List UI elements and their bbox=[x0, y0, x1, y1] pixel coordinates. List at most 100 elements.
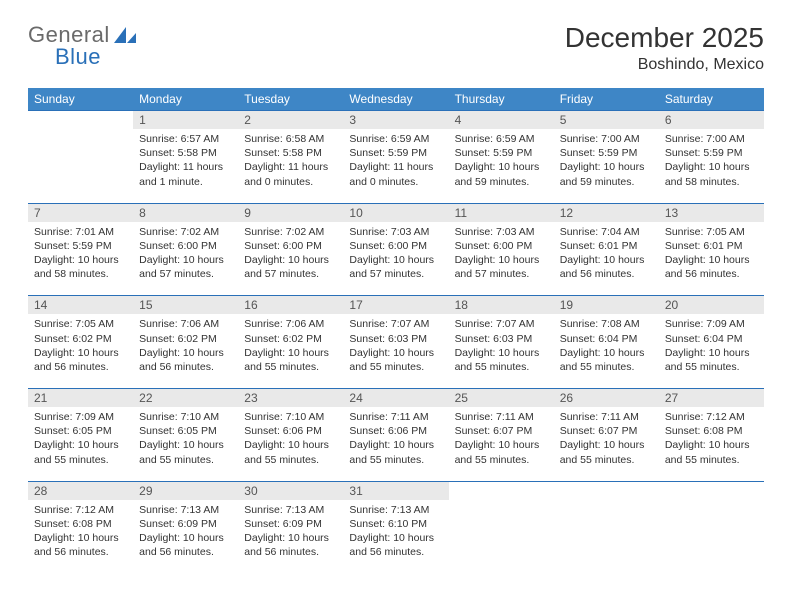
day-cell: 6Sunrise: 7:00 AMSunset: 5:59 PMDaylight… bbox=[659, 110, 764, 197]
sunset-text: Sunset: 6:04 PM bbox=[560, 332, 653, 346]
daylight-text: Daylight: 10 hours and 59 minutes. bbox=[560, 160, 653, 188]
sunrise-text: Sunrise: 7:13 AM bbox=[349, 503, 442, 517]
title-block: December 2025 Boshindo, Mexico bbox=[565, 22, 764, 74]
sunset-text: Sunset: 6:05 PM bbox=[139, 424, 232, 438]
day-body bbox=[659, 500, 764, 558]
day-body: Sunrise: 7:10 AMSunset: 6:05 PMDaylight:… bbox=[133, 407, 238, 475]
daylight-text: Daylight: 10 hours and 57 minutes. bbox=[349, 253, 442, 281]
day-number: 30 bbox=[238, 482, 343, 500]
day-cell bbox=[449, 481, 554, 568]
day-body: Sunrise: 7:02 AMSunset: 6:00 PMDaylight:… bbox=[133, 222, 238, 290]
day-cell: 31Sunrise: 7:13 AMSunset: 6:10 PMDayligh… bbox=[343, 481, 448, 568]
day-number: 23 bbox=[238, 389, 343, 407]
day-cell: 21Sunrise: 7:09 AMSunset: 6:05 PMDayligh… bbox=[28, 388, 133, 475]
day-number: 27 bbox=[659, 389, 764, 407]
sunrise-text: Sunrise: 7:04 AM bbox=[560, 225, 653, 239]
daylight-text: Daylight: 10 hours and 59 minutes. bbox=[455, 160, 548, 188]
sunset-text: Sunset: 6:03 PM bbox=[455, 332, 548, 346]
day-number: 3 bbox=[343, 111, 448, 129]
sunset-text: Sunset: 6:01 PM bbox=[665, 239, 758, 253]
sunrise-text: Sunrise: 7:10 AM bbox=[244, 410, 337, 424]
day-cell: 1Sunrise: 6:57 AMSunset: 5:58 PMDaylight… bbox=[133, 110, 238, 197]
day-cell: 5Sunrise: 7:00 AMSunset: 5:59 PMDaylight… bbox=[554, 110, 659, 197]
day-cell: 12Sunrise: 7:04 AMSunset: 6:01 PMDayligh… bbox=[554, 203, 659, 290]
sunset-text: Sunset: 6:06 PM bbox=[349, 424, 442, 438]
sunset-text: Sunset: 6:03 PM bbox=[349, 332, 442, 346]
daylight-text: Daylight: 10 hours and 55 minutes. bbox=[560, 438, 653, 466]
day-number: 18 bbox=[449, 296, 554, 314]
sunset-text: Sunset: 5:59 PM bbox=[560, 146, 653, 160]
sunset-text: Sunset: 6:01 PM bbox=[560, 239, 653, 253]
day-body: Sunrise: 7:03 AMSunset: 6:00 PMDaylight:… bbox=[449, 222, 554, 290]
day-cell: 28Sunrise: 7:12 AMSunset: 6:08 PMDayligh… bbox=[28, 481, 133, 568]
day-number: 4 bbox=[449, 111, 554, 129]
sunset-text: Sunset: 6:05 PM bbox=[34, 424, 127, 438]
daylight-text: Daylight: 10 hours and 57 minutes. bbox=[139, 253, 232, 281]
day-cell: 11Sunrise: 7:03 AMSunset: 6:00 PMDayligh… bbox=[449, 203, 554, 290]
day-cell: 15 Sunrise: 7:06 AMSunset: 6:02 PMDayligh… bbox=[133, 295, 238, 382]
day-body: Sunrise: 7:05 AMSunset: 6:01 PMDaylight:… bbox=[659, 222, 764, 290]
day-cell: 30Sunrise: 7:13 AMSunset: 6:09 PMDayligh… bbox=[238, 481, 343, 568]
day-cell: 20Sunrise: 7:09 AMSunset: 6:04 PMDayligh… bbox=[659, 295, 764, 382]
sunrise-text: Sunrise: 7:03 AM bbox=[349, 225, 442, 239]
daylight-text: Daylight: 10 hours and 57 minutes. bbox=[244, 253, 337, 281]
day-number: 11 bbox=[449, 204, 554, 222]
sunrise-text: Sunrise: 7:09 AM bbox=[665, 317, 758, 331]
day-number: 22 bbox=[133, 389, 238, 407]
day-cell: 17Sunrise: 7:07 AMSunset: 6:03 PMDayligh… bbox=[343, 295, 448, 382]
day-cell: 7Sunrise: 7:01 AMSunset: 5:59 PMDaylight… bbox=[28, 203, 133, 290]
sunset-text: Sunset: 6:00 PM bbox=[455, 239, 548, 253]
dow-wed: Wednesday bbox=[343, 88, 448, 110]
day-body: Sunrise: 7:07 AMSunset: 6:03 PMDaylight:… bbox=[449, 314, 554, 382]
day-number: 29 bbox=[133, 482, 238, 500]
day-number: 31 bbox=[343, 482, 448, 500]
sunset-text: Sunset: 6:02 PM bbox=[139, 332, 232, 346]
day-cell: 10Sunrise: 7:03 AMSunset: 6:00 PMDayligh… bbox=[343, 203, 448, 290]
sunrise-text: Sunrise: 7:05 AM bbox=[665, 225, 758, 239]
sunrise-text: Sunrise: 7:10 AM bbox=[139, 410, 232, 424]
day-body: Sunrise: 7:13 AMSunset: 6:09 PMDaylight:… bbox=[238, 500, 343, 568]
daylight-text: Daylight: 10 hours and 55 minutes. bbox=[34, 438, 127, 466]
day-cell: 9Sunrise: 7:02 AMSunset: 6:00 PMDaylight… bbox=[238, 203, 343, 290]
sunrise-text: Sunrise: 7:00 AM bbox=[665, 132, 758, 146]
day-cell: 4Sunrise: 6:59 AMSunset: 5:59 PMDaylight… bbox=[449, 110, 554, 197]
daylight-text: Daylight: 10 hours and 55 minutes. bbox=[244, 346, 337, 374]
daylight-text: Daylight: 10 hours and 58 minutes. bbox=[665, 160, 758, 188]
sunset-text: Sunset: 6:02 PM bbox=[244, 332, 337, 346]
dow-thu: Thursday bbox=[449, 88, 554, 110]
day-body: Sunrise: 7:00 AMSunset: 5:59 PMDaylight:… bbox=[659, 129, 764, 197]
daylight-text: Daylight: 10 hours and 56 minutes. bbox=[139, 531, 232, 559]
sunset-text: Sunset: 5:58 PM bbox=[244, 146, 337, 160]
day-cell: 22Sunrise: 7:10 AMSunset: 6:05 PMDayligh… bbox=[133, 388, 238, 475]
day-body: Sunrise: 7:13 AMSunset: 6:09 PMDaylight:… bbox=[133, 500, 238, 568]
day-cell: 14Sunrise: 7:05 AMSunset: 6:02 PMDayligh… bbox=[28, 295, 133, 382]
day-cell: 26Sunrise: 7:11 AMSunset: 6:07 PMDayligh… bbox=[554, 388, 659, 475]
day-cell bbox=[554, 481, 659, 568]
day-number: 10 bbox=[343, 204, 448, 222]
sunset-text: Sunset: 5:59 PM bbox=[455, 146, 548, 160]
day-cell: 23Sunrise: 7:10 AMSunset: 6:06 PMDayligh… bbox=[238, 388, 343, 475]
day-number: 6 bbox=[659, 111, 764, 129]
sunrise-text: Sunrise: 7:12 AM bbox=[665, 410, 758, 424]
daylight-text: Daylight: 10 hours and 56 minutes. bbox=[139, 346, 232, 374]
calendar-body: 1Sunrise: 6:57 AMSunset: 5:58 PMDaylight… bbox=[28, 110, 764, 567]
sunrise-text: Sunrise: 7:06 AM bbox=[139, 317, 232, 331]
daylight-text: Daylight: 10 hours and 55 minutes. bbox=[455, 438, 548, 466]
day-body: Sunrise: 7:01 AMSunset: 5:59 PMDaylight:… bbox=[28, 222, 133, 290]
day-cell: 29Sunrise: 7:13 AMSunset: 6:09 PMDayligh… bbox=[133, 481, 238, 568]
daylight-text: Daylight: 10 hours and 55 minutes. bbox=[349, 346, 442, 374]
daylight-text: Daylight: 10 hours and 55 minutes. bbox=[139, 438, 232, 466]
day-body: Sunrise: 7:13 AMSunset: 6:10 PMDaylight:… bbox=[343, 500, 448, 568]
day-body: Sunrise: 7:08 AMSunset: 6:04 PMDaylight:… bbox=[554, 314, 659, 382]
dow-tue: Tuesday bbox=[238, 88, 343, 110]
day-cell: 25Sunrise: 7:11 AMSunset: 6:07 PMDayligh… bbox=[449, 388, 554, 475]
day-body: Sunrise: 6:59 AMSunset: 5:59 PMDaylight:… bbox=[343, 129, 448, 197]
day-body: Sunrise: 7:11 AMSunset: 6:07 PMDaylight:… bbox=[554, 407, 659, 475]
day-body: Sunrise: 7:11 AMSunset: 6:06 PMDaylight:… bbox=[343, 407, 448, 475]
week-row: 14Sunrise: 7:05 AMSunset: 6:02 PMDayligh… bbox=[28, 295, 764, 382]
week-row: 21Sunrise: 7:09 AMSunset: 6:05 PMDayligh… bbox=[28, 388, 764, 475]
day-number: 15 bbox=[133, 296, 238, 314]
day-body: Sunrise: 7:12 AMSunset: 6:08 PMDaylight:… bbox=[659, 407, 764, 475]
sunrise-text: Sunrise: 7:01 AM bbox=[34, 225, 127, 239]
sunset-text: Sunset: 6:06 PM bbox=[244, 424, 337, 438]
